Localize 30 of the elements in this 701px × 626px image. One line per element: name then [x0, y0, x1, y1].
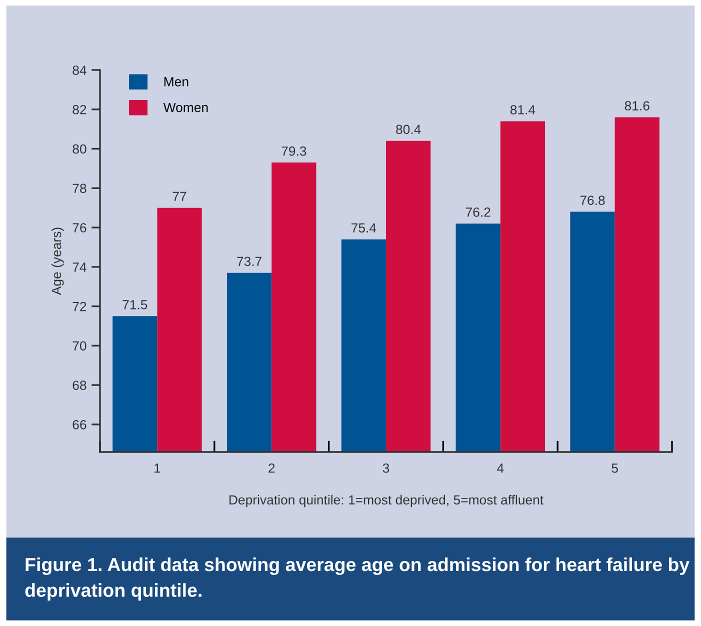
data-label: 71.5	[122, 300, 148, 310]
data-label: 76.8	[580, 196, 605, 205]
x-axis-title: Deprivation quintile: 1=most deprived, 5=most affluent	[230, 494, 544, 508]
x-tick-label: 1	[154, 464, 160, 473]
data-label: 76.2	[466, 207, 490, 217]
x-tick-label: 4	[497, 464, 504, 473]
data-label: 79.3	[282, 146, 306, 156]
text: Figure 1. Audit data showing average age on admission for heart failure by deprivation quintile.	[25, 557, 690, 601]
y-tick-label: 66	[72, 420, 86, 430]
data-label: 77	[172, 192, 186, 201]
y-tick-label: 74	[72, 262, 86, 272]
y-tick-label: 72	[72, 302, 86, 312]
y-tick-label: 70	[72, 341, 86, 351]
y-tick-label: 78	[72, 184, 86, 194]
y-tick-label: 84	[72, 66, 86, 75]
y-tick-label: 68	[72, 380, 86, 390]
x-tick-label: 2	[268, 463, 275, 473]
legend-label: Women	[163, 102, 208, 112]
data-label: 81.6	[624, 101, 650, 110]
x-tick-label: 3	[382, 463, 390, 473]
y-axis-title: Age (years)	[52, 228, 64, 296]
data-label: 80.4	[396, 124, 421, 134]
data-label: 81.4	[510, 105, 536, 114]
x-tick-label: 5	[612, 464, 618, 473]
y-tick-label: 76	[72, 223, 86, 232]
data-label: 75.4	[352, 223, 376, 233]
legend-label: Men	[164, 77, 188, 86]
y-tick-label: 82	[72, 104, 86, 114]
y-tick-label: 80	[72, 144, 86, 154]
data-label: 73.7	[237, 256, 262, 266]
